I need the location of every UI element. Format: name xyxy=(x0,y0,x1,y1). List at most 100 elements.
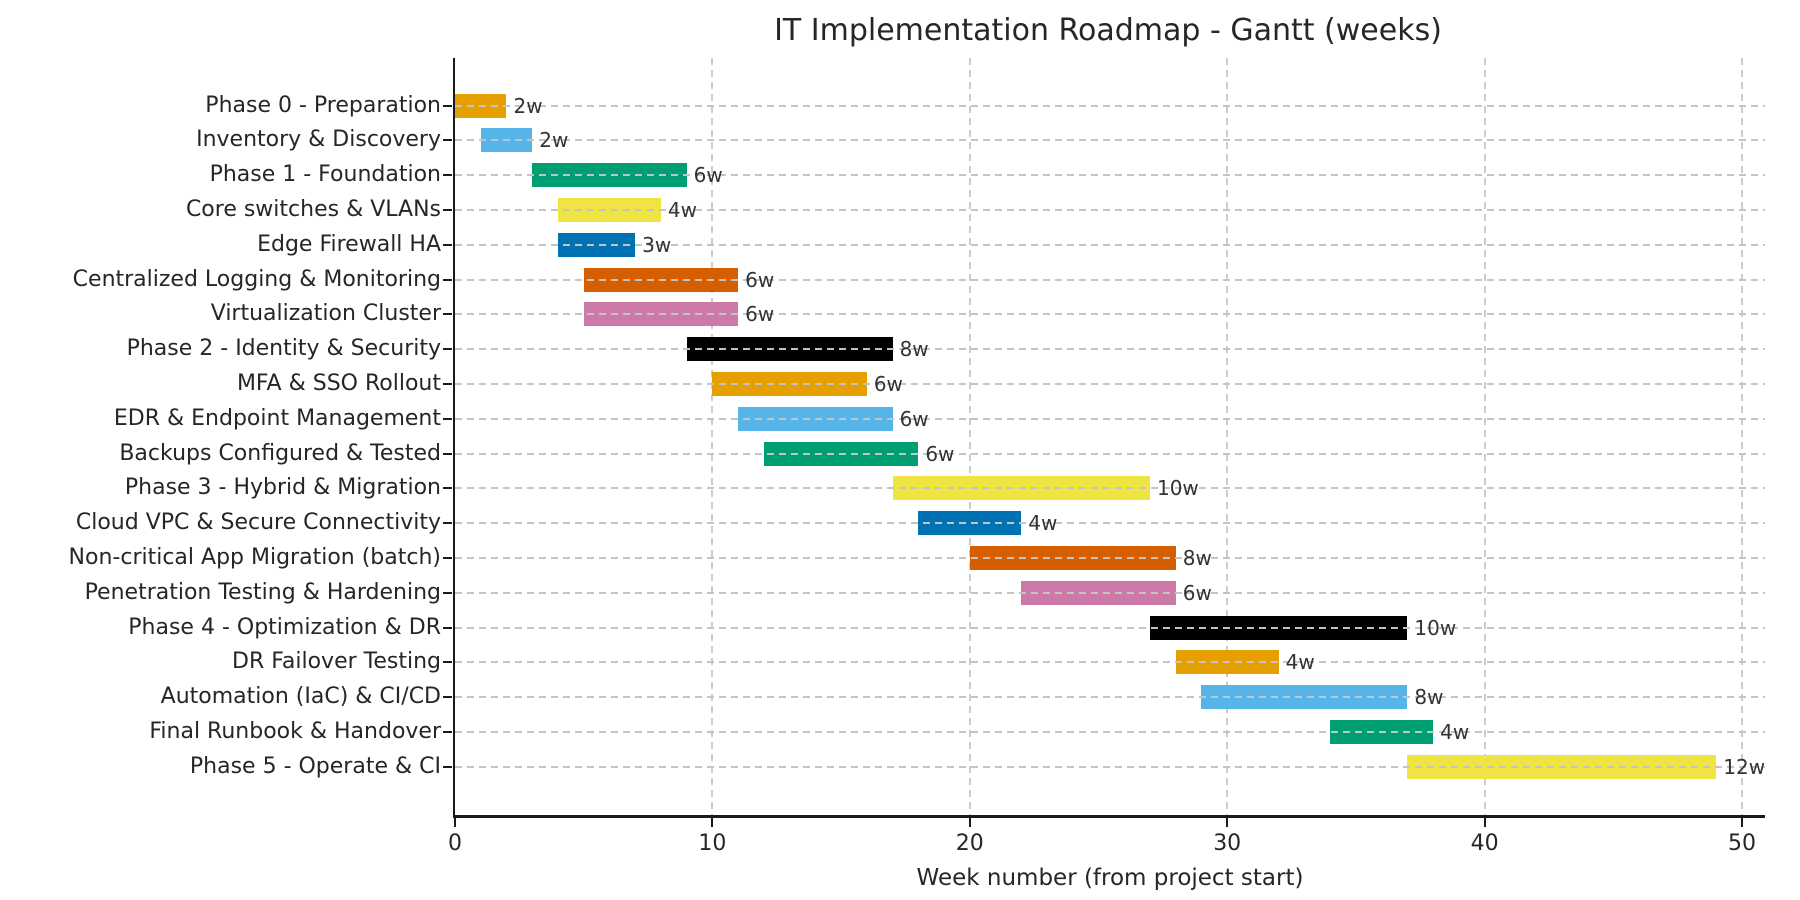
row-gridline xyxy=(455,104,1765,107)
y-tick xyxy=(443,174,452,177)
bar-duration-label: 2w xyxy=(539,128,569,153)
bar-duration-label: 6w xyxy=(873,372,903,396)
bar-duration-label: 8w xyxy=(1414,685,1444,710)
row-gridline xyxy=(455,278,1765,281)
row-gridline xyxy=(455,348,1765,351)
row-gridline xyxy=(455,557,1765,559)
x-gridline xyxy=(711,58,714,815)
x-gridline xyxy=(1483,58,1486,815)
y-tick xyxy=(443,209,452,211)
y-tick xyxy=(443,661,452,664)
bar-duration-label: 8w xyxy=(899,337,929,362)
row-gridline xyxy=(455,626,1765,629)
bar-duration-label: 6w xyxy=(1182,580,1212,605)
x-tick xyxy=(1483,818,1486,827)
y-tick xyxy=(443,139,452,142)
task-label: Phase 2 - Identity & Security xyxy=(126,336,441,362)
y-tick xyxy=(443,417,452,420)
x-tick-label: 30 xyxy=(1213,831,1242,856)
task-label: Non-critical App Migration (batch) xyxy=(68,545,441,570)
bar-duration-label: 10w xyxy=(1156,476,1199,501)
row-gridline xyxy=(455,174,1765,177)
task-label: Core switches & VLANs xyxy=(185,197,441,222)
task-label: Final Runbook & Handover xyxy=(149,719,441,744)
y-tick xyxy=(443,731,452,733)
x-tick xyxy=(968,818,971,827)
bar-duration-label: 3w xyxy=(642,232,672,257)
task-label: Backups Configured & Tested xyxy=(119,440,441,466)
bar-duration-label: 6w xyxy=(693,163,723,188)
plot-area: Week number (from project start) 0 10 20 30… xyxy=(69,58,1766,891)
x-tick-label: 50 xyxy=(1728,831,1756,856)
task-label: Phase 4 - Optimization & DR xyxy=(128,614,441,640)
y-tick xyxy=(443,765,452,768)
y-tick xyxy=(443,383,452,385)
row-gridline xyxy=(455,209,1765,211)
y-tick xyxy=(443,278,452,281)
row-gridline xyxy=(455,139,1765,142)
row-gridline xyxy=(455,383,1765,385)
task-label: Edge Firewall HA xyxy=(257,231,441,257)
task-label: EDR & Endpoint Management xyxy=(113,405,441,431)
bar-duration-label: 4w xyxy=(1028,511,1058,536)
x-gridline xyxy=(1226,58,1229,815)
row-gridline xyxy=(455,243,1765,246)
y-tick xyxy=(443,696,452,699)
task-label: Phase 3 - Hybrid & Migration xyxy=(124,475,441,501)
y-tick xyxy=(443,313,452,316)
bar-duration-label: 8w xyxy=(1182,546,1212,570)
chart-title: IT Implementation Roadmap - Gantt (weeks… xyxy=(774,13,1442,48)
bar-duration-label: 4w xyxy=(1440,720,1470,744)
task-label: DR Failover Testing xyxy=(232,649,441,675)
row-gridline xyxy=(455,417,1765,420)
task-label: Penetration Testing & Hardening xyxy=(84,579,441,605)
row-gridline xyxy=(455,661,1765,664)
y-tick xyxy=(443,487,452,490)
row-gridline xyxy=(455,522,1765,525)
y-tick xyxy=(443,348,452,351)
bar-duration-label: 6w xyxy=(925,441,955,466)
task-label: Automation (IaC) & CI/CD xyxy=(160,684,441,710)
x-gridline xyxy=(968,58,971,815)
row-gridline xyxy=(455,731,1765,733)
row-gridline xyxy=(455,487,1765,490)
y-tick xyxy=(443,104,452,107)
bar-duration-label: 6w xyxy=(745,302,775,327)
row-gridline xyxy=(455,591,1765,594)
bar-duration-label: 10w xyxy=(1414,615,1457,640)
bar-duration-label: 6w xyxy=(745,267,775,292)
y-tick xyxy=(443,522,452,525)
bar-duration-label: 4w xyxy=(1285,650,1315,675)
task-label: Inventory & Discovery xyxy=(196,127,441,153)
task-label: Phase 1 - Foundation xyxy=(209,162,441,188)
x-tick xyxy=(454,818,456,827)
bar-duration-label: 6w xyxy=(899,406,929,431)
y-tick xyxy=(443,243,452,246)
bar-duration-label: 2w xyxy=(513,93,543,118)
row-gridline xyxy=(455,696,1765,699)
x-tick xyxy=(1741,818,1743,827)
task-label: Phase 0 - Preparation xyxy=(205,92,441,118)
row-gridline xyxy=(455,765,1765,768)
x-tick-label: 10 xyxy=(698,831,727,856)
task-label: Cloud VPC & Secure Connectivity xyxy=(75,510,441,536)
y-tick xyxy=(443,591,452,594)
x-tick-label: 40 xyxy=(1470,831,1499,856)
task-label: MFA & SSO Rollout xyxy=(236,371,441,396)
y-tick xyxy=(443,557,452,559)
task-label: Phase 5 - Operate & CI xyxy=(189,753,441,779)
task-label: Centralized Logging & Monitoring xyxy=(72,266,441,292)
x-tick-label: 0 xyxy=(448,831,462,856)
row-gridline xyxy=(455,313,1765,316)
y-tick xyxy=(443,452,452,455)
x-gridline xyxy=(1741,58,1743,815)
x-tick-label: 20 xyxy=(955,831,984,856)
bar-duration-label: 12w xyxy=(1723,754,1766,779)
y-tick xyxy=(443,626,452,629)
task-label: Virtualization Cluster xyxy=(210,301,441,327)
bar-duration-label: 4w xyxy=(667,198,697,222)
x-tick xyxy=(711,818,714,827)
x-axis-label: Week number (from project start) xyxy=(916,865,1304,891)
row-gridline xyxy=(455,452,1765,455)
